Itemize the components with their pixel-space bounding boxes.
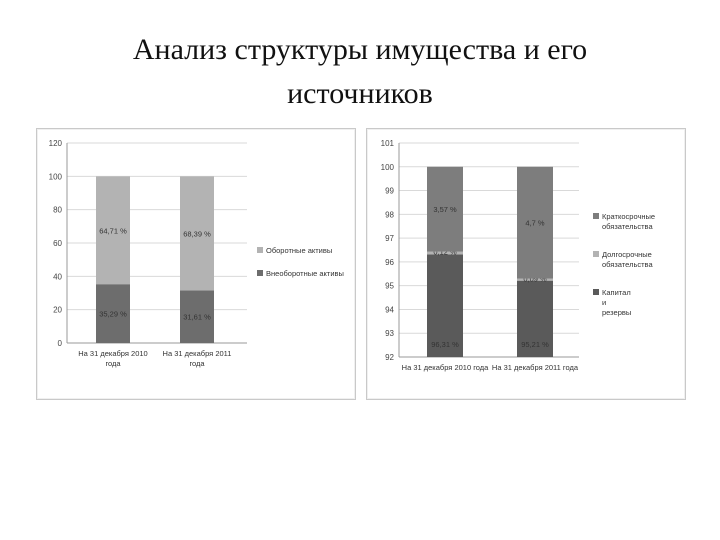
legend-label: обязательства [602,260,653,269]
bar-segment [427,166,463,252]
data-label: 64,71 % [99,226,127,235]
page-title-line-1: Анализ структуры имущества и его [132,33,588,66]
data-label: 0,09 % [523,275,547,284]
legend-swatch [593,213,599,219]
assets-structure-chart-svg: 0 20 40 60 80 100 120 35,29 % 64,71 % На 31 декаб… [49,139,344,368]
y-tick-label: 95 [385,282,394,291]
y-tick-label: 98 [385,210,394,219]
assets-structure-chart: 0 20 40 60 80 100 120 35,29 % 64,71 % На 31 декаб… [36,128,356,400]
bar-segment [517,278,553,281]
page-title-line-2: источников [287,77,433,110]
page-title: Анализ структуры имущества и его источни… [60,28,660,116]
y-tick-label: 96 [385,258,394,267]
legend-label: обязательства [602,222,653,231]
bar-segment [96,284,130,343]
x-tick-label: На 31 декабря 2010 года [402,363,490,372]
y-tick-label: 0 [58,339,63,348]
legend-label: резервы [602,308,631,317]
bar-segment [427,254,463,357]
y-tick-label: 120 [49,139,63,148]
legend-label: и [602,298,606,307]
legend-label: Долгосрочные [602,250,652,259]
y-tick-label: 80 [53,206,62,215]
y-tick-label: 97 [385,234,394,243]
bar-segment [427,251,463,255]
y-tick-label: 94 [385,305,394,314]
legend-swatch [257,270,263,276]
bar-segment [517,166,553,279]
legend-swatch [257,247,263,253]
x-tick-label: года [105,359,121,368]
sources-structure-chart-svg: 92 93 94 95 96 97 98 99 100 101 96,31 % 0,12 % 3,57 … [381,139,655,372]
y-tick-label: 40 [53,272,62,281]
y-tick-label: 99 [385,187,394,196]
x-tick-label: На 31 декабря 2011 года [492,363,579,372]
data-label: 4,7 % [525,219,545,228]
data-label: 96,31 % [431,340,459,349]
legend-label: Капитал [602,288,631,297]
legend-label: Оборотные активы [266,246,332,255]
data-label: 3,57 % [433,205,457,214]
y-tick-label: 20 [53,306,62,315]
sources-structure-chart: 92 93 94 95 96 97 98 99 100 101 96,31 % 0,12 % 3,57 … [366,128,686,400]
data-label: 95,21 % [521,340,549,349]
legend-label: Краткосрочные [602,212,655,221]
bar-segment [180,290,214,343]
x-tick-label: На 31 декабря 2011 [163,349,232,358]
y-tick-label: 92 [385,353,394,362]
y-tick-label: 93 [385,329,394,338]
bar-segment [180,176,214,291]
x-tick-label: года [189,359,205,368]
bar-segment [96,176,130,285]
y-tick-label: 100 [49,172,63,181]
legend-label: Внеоборотные активы [266,269,344,278]
data-label: 68,39 % [183,229,211,238]
bar-segment [517,280,553,357]
data-label: 0,12 % [433,248,457,257]
x-tick-label: На 31 декабря 2010 [78,349,147,358]
data-label: 35,29 % [99,310,127,319]
legend-swatch [593,251,599,257]
y-tick-label: 101 [381,139,395,148]
y-tick-label: 60 [53,239,62,248]
data-label: 31,61 % [183,313,211,322]
legend-swatch [593,289,599,295]
y-tick-label: 100 [381,163,395,172]
